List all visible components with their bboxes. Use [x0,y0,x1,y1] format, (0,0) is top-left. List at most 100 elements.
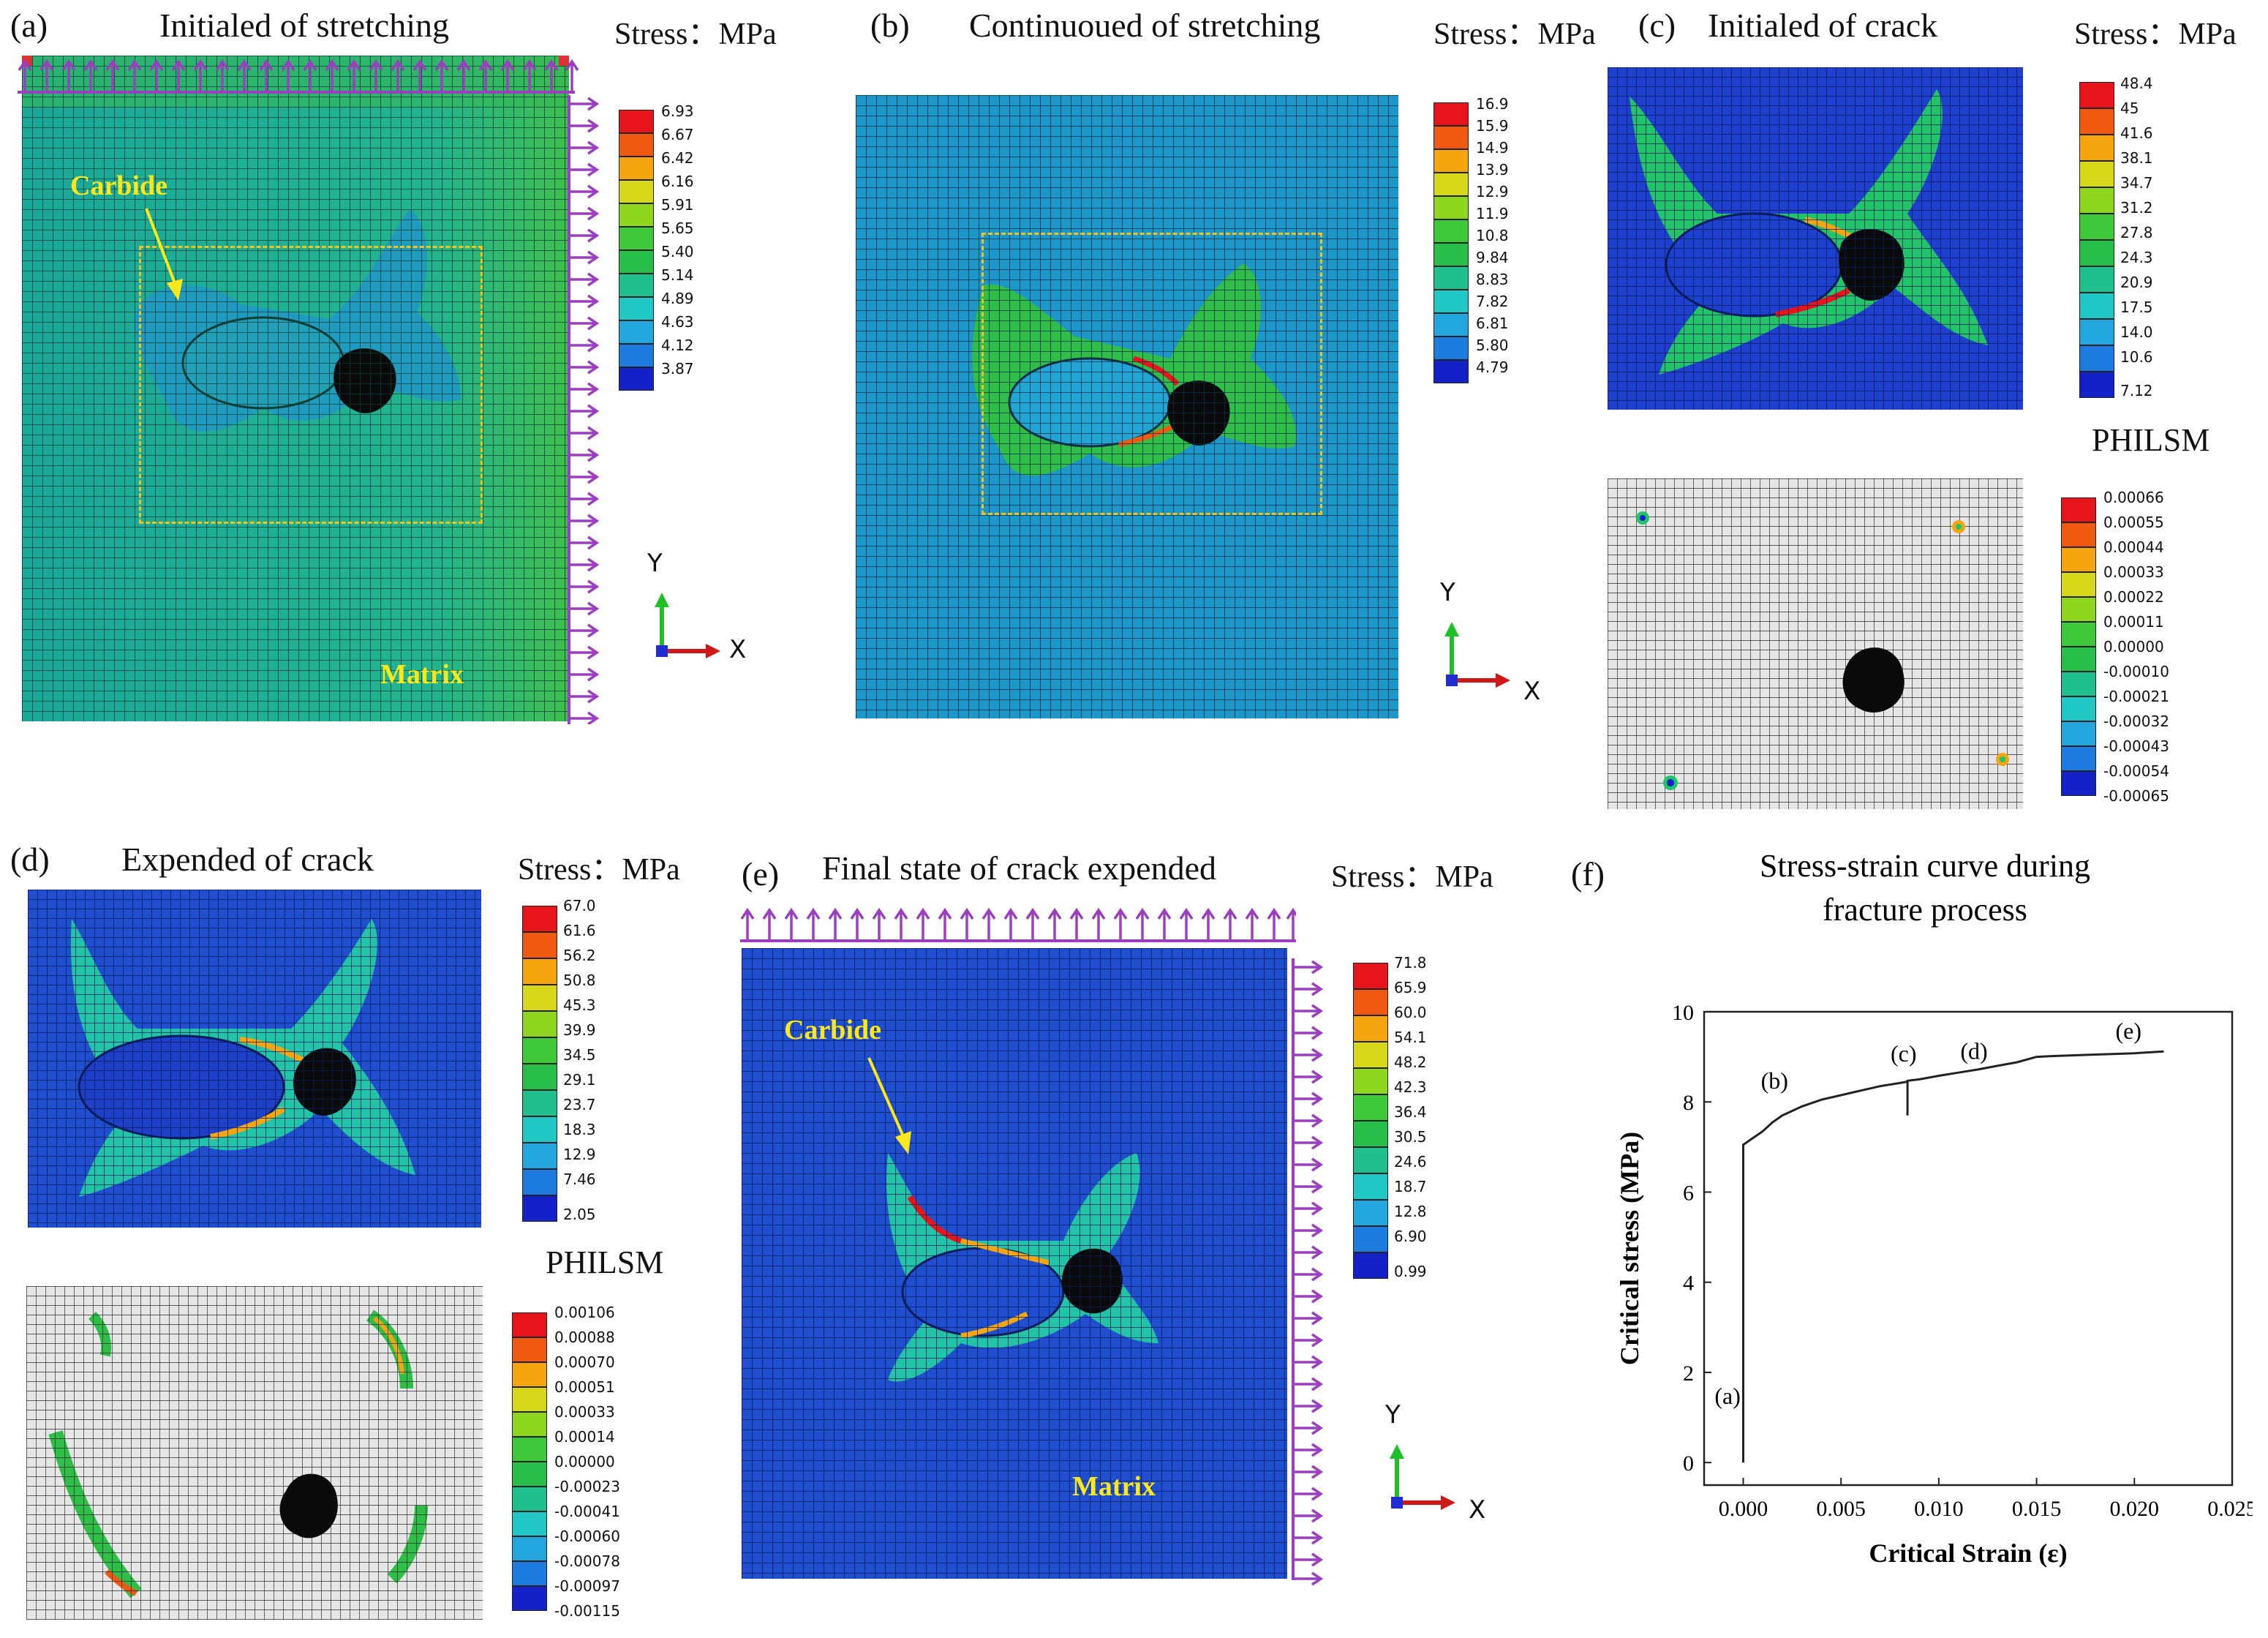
legend-value: 45 [2120,99,2139,117]
legend-swatch [522,958,557,985]
legend-value: 6.93 [661,102,694,120]
legend-swatch [1353,1173,1388,1200]
legend-value: 18.7 [1394,1178,1427,1195]
legend-swatch [1353,1121,1388,1147]
legend-value: 6.16 [661,173,694,190]
legend-swatch [2061,622,2096,647]
panel-a-tag: (a) [10,7,48,44]
panel-e-title: Final state of crack expended [822,849,1216,887]
legend-value: 61.6 [563,922,596,939]
legend-value: 0.00011 [2103,613,2164,631]
panel-c-mesh [1608,67,2023,410]
panel-a-mesh [22,56,569,721]
legend-value: 5.40 [661,243,694,260]
legend-value: 6.67 [661,126,694,143]
legend-value: 65.9 [1394,979,1427,996]
legend-swatch [2079,214,2114,240]
legend-value: 9.84 [1476,249,1509,266]
panel-d-philsm-label: PHILSM [546,1244,664,1280]
legend-value: 41.6 [2120,124,2153,142]
legend-swatch [619,110,654,133]
legend-value: 48.2 [1394,1053,1427,1071]
legend-value: 14.0 [2120,323,2153,341]
legend-swatch [2061,647,2096,672]
axis-x-label: X [1469,1495,1486,1525]
legend-value: -0.00023 [554,1478,620,1495]
legend-value: 5.65 [661,219,694,237]
legend-swatch [2079,187,2114,214]
legend-value: 0.00014 [554,1428,615,1446]
legend-swatch [1433,126,1469,149]
legend-value: 0.00106 [554,1304,615,1321]
chart-annotation: (d) [1960,1038,1987,1064]
legend-swatch [619,180,654,203]
panel-d-tag: (d) [10,841,50,878]
legend-value: -0.00054 [2103,762,2169,780]
axis-y-label: Y [647,549,663,578]
panel-e-stress-label: Stress：MPa [1331,860,1493,894]
legend-swatch [512,1387,547,1412]
legend-swatch [1433,219,1469,243]
legend-value: 42.3 [1394,1078,1427,1096]
legend-swatch [2079,240,2114,266]
panel-c-philsm-mesh [1608,478,2023,809]
panel-d-philsm-legend: 0.00106 0.00088 0.00070 0.00051 0.00033 … [512,1304,658,1634]
y-tick-label: 8 [1683,1091,1694,1115]
panel-c-stress-label: Stress：MPa [2074,18,2237,51]
legend-value: 12.8 [1394,1203,1427,1220]
panel-b-mesh [856,95,1398,718]
panel-a-matrix-label: Matrix [380,659,464,690]
panel-e-top-arrows [740,907,1296,942]
y-tick-label: 2 [1683,1361,1694,1386]
legend-swatch [2079,345,2114,372]
legend-swatch [1353,1068,1388,1094]
legend-swatch [2061,572,2096,597]
legend-swatch [512,1561,547,1586]
legend-swatch [512,1437,547,1462]
legend-swatch [1353,1094,1388,1121]
legend-swatch [522,1195,557,1222]
stress-strain-chart: Stress-strain curve during fracture proc… [1615,848,2253,1568]
legend-swatch [619,133,654,157]
chart-plot-frame [1703,1010,2234,1487]
chart-annotation: (b) [1761,1067,1788,1094]
legend-value: 14.9 [1476,139,1509,157]
legend-value: 11.9 [1476,205,1509,222]
panel-c-philsm-legend: 0.00066 0.00055 0.00044 0.00033 0.00022 … [2061,489,2207,819]
legend-swatch [2061,497,2096,522]
legend-value: 0.00088 [554,1329,615,1346]
y-tick-label: 4 [1683,1271,1694,1296]
panel-c-tag: (c) [1638,7,1676,44]
axis-x-label: X [1523,677,1541,706]
panel-e-legend: 71.8 65.9 60.0 54.1 48.2 42.3 36.4 30.5 … [1353,954,1470,1299]
legend-swatch [1353,1252,1388,1279]
legend-swatch [1433,243,1469,266]
legend-swatch [1433,360,1469,383]
legend-swatch [2079,266,2114,293]
legend-value: 16.9 [1476,95,1509,113]
legend-swatch [619,250,654,274]
legend-value: 0.00070 [554,1353,615,1371]
legend-value: 0.00000 [2103,638,2164,655]
legend-swatch [619,274,654,297]
legend-swatch [1353,963,1388,989]
legend-swatch [2061,696,2096,721]
legend-swatch [512,1462,547,1487]
chart-annotation: (a) [1714,1383,1741,1409]
legend-value: -0.00097 [554,1577,620,1595]
legend-value: 38.1 [2120,149,2153,167]
legend-swatch [619,157,654,180]
legend-swatch [2079,372,2114,398]
legend-value: 0.00033 [2103,563,2164,581]
legend-value: 29.1 [563,1071,596,1089]
legend-swatch [619,297,654,320]
legend-value: 4.63 [661,313,694,331]
legend-swatch [512,1586,547,1611]
x-tick-label: 0.005 [1816,1497,1866,1521]
panel-b-legend: 16.9 15.9 14.9 13.9 12.9 11.9 10.8 9.84 … [1433,95,1551,432]
legend-value: 0.00066 [2103,489,2164,506]
legend-value: 24.3 [2120,249,2153,266]
panel-e-axis-triad: Y X [1382,1400,1492,1539]
legend-swatch [2079,319,2114,345]
legend-value: 0.00055 [2103,514,2164,531]
